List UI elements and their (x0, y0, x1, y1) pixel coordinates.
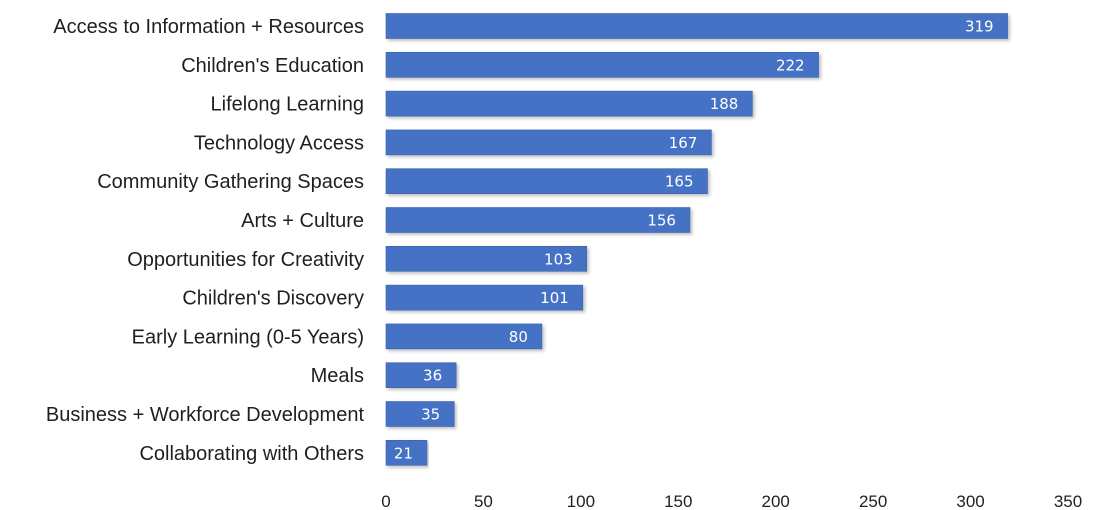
bar-lifelong-learning (385, 90, 753, 117)
bars-layer: 319 222 188 167 165 156 103 101 80 36 35 21 (385, 13, 1008, 466)
data-label-children-s-discovery: 101 (540, 289, 569, 307)
data-label-early-learning-0-5-years: 80 (509, 328, 528, 346)
bar-early-learning-0-5-years (385, 323, 543, 350)
bar-technology-access (385, 129, 712, 156)
bar-meals (385, 362, 457, 389)
data-label-opportunities-for-creativity: 103 (544, 250, 573, 268)
bar-opportunities-for-creativity (385, 246, 588, 272)
x-tick-label-250: 250 (859, 492, 887, 510)
category-label-business-workforce-development: Business + Workforce Development (46, 404, 365, 426)
data-label-arts-culture: 156 (647, 212, 676, 230)
category-label-opportunities-for-creativity: Opportunities for Creativity (127, 249, 364, 271)
data-label-business-workforce-development: 35 (421, 406, 440, 424)
category-label-arts-culture: Arts + Culture (241, 210, 364, 232)
data-label-technology-access: 167 (669, 134, 698, 152)
data-label-children-s-education: 222 (776, 56, 805, 74)
category-labels: Access to Information + Resources Childre… (46, 16, 365, 465)
x-tick-label-50: 50 (474, 492, 493, 510)
bar-access-to-information-resources (385, 13, 1008, 39)
x-tick-label-200: 200 (762, 492, 790, 510)
x-tick-label-0: 0 (381, 492, 390, 510)
x-axis-tick-labels: 0 50 100 150 200 250 300 350 (381, 492, 1082, 510)
bar-collaborating-with-others (385, 439, 428, 466)
bar-children-s-education (385, 51, 819, 78)
data-label-collaborating-with-others: 21 (394, 444, 413, 462)
bar-business-workforce-development (385, 401, 455, 427)
bar-arts-culture (385, 207, 691, 233)
data-label-lifelong-learning: 188 (710, 95, 739, 113)
data-label-community-gathering-spaces: 165 (665, 173, 694, 191)
category-label-lifelong-learning: Lifelong Learning (211, 94, 364, 116)
category-label-access-to-information-resources: Access to Information + Resources (53, 16, 364, 38)
category-label-technology-access: Technology Access (194, 132, 364, 154)
x-tick-label-150: 150 (664, 492, 692, 510)
data-label-access-to-information-resources: 319 (965, 18, 994, 36)
data-label-meals: 36 (423, 367, 442, 385)
x-tick-label-100: 100 (567, 492, 595, 510)
bar-children-s-discovery (385, 284, 584, 311)
category-label-children-s-education: Children's Education (181, 55, 364, 77)
x-tick-label-300: 300 (956, 492, 984, 510)
category-label-meals: Meals (311, 365, 364, 387)
category-label-collaborating-with-others: Collaborating with Others (139, 443, 364, 465)
category-label-community-gathering-spaces: Community Gathering Spaces (97, 171, 364, 193)
category-label-early-learning-0-5-years: Early Learning (0-5 Years) (132, 326, 364, 348)
x-tick-label-350: 350 (1054, 492, 1082, 510)
bar-community-gathering-spaces (385, 168, 708, 194)
category-label-children-s-discovery: Children's Discovery (182, 288, 364, 310)
